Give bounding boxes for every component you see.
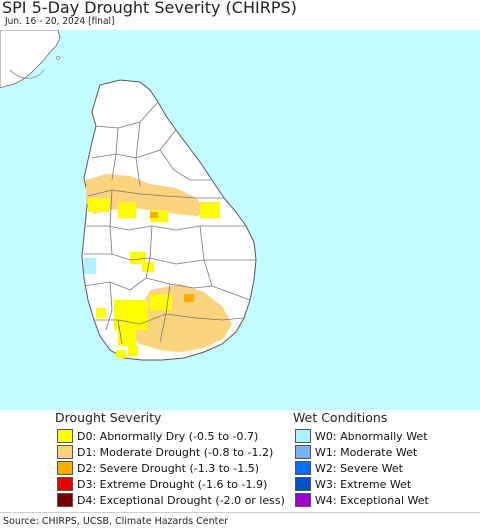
w0-abnormally-wet-area <box>84 258 96 274</box>
legend-label-d2: D2: Severe Drought (-1.3 to -1.5) <box>77 461 260 475</box>
legend-swatch-d4 <box>57 493 73 507</box>
legend-item-d0: D0: Abnormally Dry (-0.5 to -0.7) <box>57 428 258 444</box>
legend-swatch-d2 <box>57 461 73 475</box>
legend-label-w2: W2: Severe Wet <box>315 461 403 475</box>
legend-swatch-d1 <box>57 445 73 459</box>
legend-item-w3: W3: Extreme Wet <box>295 476 411 492</box>
source-credit: Source: CHIRPS, UCSB, Climate Hazards Ce… <box>0 512 480 530</box>
legend: Drought Severity Wet Conditions D0: Abno… <box>0 410 480 510</box>
d2-severe-drought-areas <box>150 212 194 302</box>
palk-shoal <box>9 69 45 79</box>
legend-label-w0: W0: Abnormally Wet <box>315 429 428 443</box>
legend-label-d1: D1: Moderate Drought (-0.8 to -1.2) <box>77 445 274 459</box>
legend-label-d0: D0: Abnormally Dry (-0.5 to -0.7) <box>77 429 259 443</box>
legend-label-d4: D4: Exceptional Drought (-2.0 or less) <box>77 493 285 507</box>
drought-map <box>0 30 480 410</box>
legend-item-d2: D2: Severe Drought (-1.3 to -1.5) <box>57 460 259 476</box>
map-title: SPI 5-Day Drought Severity (CHIRPS) <box>2 0 297 17</box>
legend-item-d4: D4: Exceptional Drought (-2.0 or less) <box>57 492 285 508</box>
legend-item-w2: W2: Severe Wet <box>295 460 403 476</box>
legend-swatch-d0 <box>57 429 73 443</box>
legend-swatch-w3 <box>295 477 311 491</box>
legend-swatch-w2 <box>295 461 311 475</box>
legend-swatch-w0 <box>295 429 311 443</box>
island <box>56 56 60 60</box>
legend-item-d1: D1: Moderate Drought (-0.8 to -1.2) <box>57 444 273 460</box>
map-date-range: Jun. 16 - 20, 2024 [final] <box>5 16 115 27</box>
legend-item-w1: W1: Moderate Wet <box>295 444 417 460</box>
legend-label-w1: W1: Moderate Wet <box>315 445 418 459</box>
legend-swatch-w4 <box>295 493 311 507</box>
india-coast <box>0 30 61 89</box>
legend-item-w0: W0: Abnormally Wet <box>295 428 428 444</box>
legend-label-w3: W3: Extreme Wet <box>315 477 412 491</box>
district-boundaries <box>83 101 256 345</box>
legend-item-d3: D3: Extreme Drought (-1.6 to -1.9) <box>57 476 267 492</box>
drought-legend-heading: Drought Severity <box>55 410 162 425</box>
legend-swatch-d3 <box>57 477 73 491</box>
wet-legend-heading: Wet Conditions <box>293 410 388 425</box>
legend-swatch-w1 <box>295 445 311 459</box>
legend-label-w4: W4: Exceptional Wet <box>315 493 429 507</box>
legend-label-d3: D3: Extreme Drought (-1.6 to -1.9) <box>77 477 268 491</box>
legend-item-w4: W4: Exceptional Wet <box>295 492 429 508</box>
